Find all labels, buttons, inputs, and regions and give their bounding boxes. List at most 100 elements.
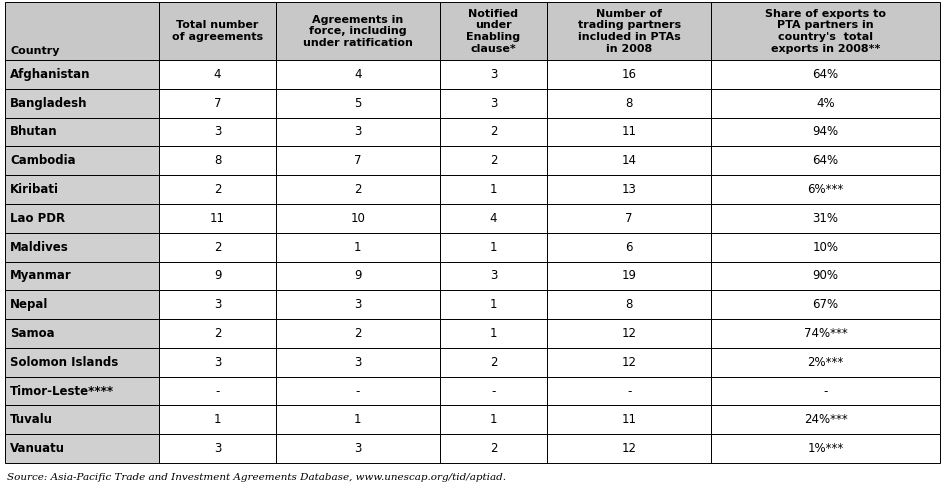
Text: 9: 9 — [214, 270, 221, 282]
Text: Vanuatu: Vanuatu — [10, 442, 65, 455]
Text: 1: 1 — [354, 241, 362, 254]
Bar — [5, 233, 159, 262]
Text: Solomon Islands: Solomon Islands — [10, 356, 119, 369]
Bar — [276, 60, 440, 89]
Text: Afghanistan: Afghanistan — [10, 68, 90, 81]
Text: 9: 9 — [354, 270, 362, 282]
Bar — [5, 262, 159, 290]
Bar — [440, 175, 547, 204]
Bar — [440, 377, 547, 406]
Text: 1: 1 — [214, 414, 221, 426]
Bar — [547, 204, 711, 233]
Text: Notified
under
Enabling
clause*: Notified under Enabling clause* — [466, 9, 521, 53]
Bar — [5, 319, 159, 348]
Bar — [276, 175, 440, 204]
Bar — [711, 377, 940, 406]
Text: 10%: 10% — [813, 241, 838, 254]
Text: 8: 8 — [625, 97, 633, 110]
Bar — [159, 147, 276, 175]
Text: 2: 2 — [214, 327, 221, 340]
Bar — [440, 233, 547, 262]
Bar — [159, 89, 276, 118]
Bar — [5, 147, 159, 175]
Text: Share of exports to
PTA partners in
country's  total
exports in 2008**: Share of exports to PTA partners in coun… — [765, 9, 886, 53]
Bar — [547, 147, 711, 175]
Bar — [547, 175, 711, 204]
Text: 3: 3 — [354, 356, 362, 369]
Text: 1%***: 1%*** — [807, 442, 844, 455]
Text: Myanmar: Myanmar — [10, 270, 73, 282]
Bar — [440, 348, 547, 377]
Bar — [5, 118, 159, 147]
Bar — [547, 319, 711, 348]
Text: Agreements in
force, including
under ratification: Agreements in force, including under rat… — [303, 15, 413, 48]
Bar — [547, 2, 711, 60]
Text: 3: 3 — [490, 97, 497, 110]
Text: -: - — [627, 385, 631, 397]
Bar — [5, 377, 159, 406]
Bar — [159, 434, 276, 463]
Text: 2%***: 2%*** — [807, 356, 844, 369]
Bar — [711, 348, 940, 377]
Text: 1: 1 — [490, 327, 497, 340]
Bar — [5, 348, 159, 377]
Text: Total number
of agreements: Total number of agreements — [172, 21, 263, 42]
Bar — [159, 118, 276, 147]
Text: Bangladesh: Bangladesh — [10, 97, 88, 110]
Text: 1: 1 — [490, 183, 497, 196]
Text: 2: 2 — [490, 125, 497, 139]
Text: 6: 6 — [625, 241, 633, 254]
Bar — [159, 204, 276, 233]
Text: Cambodia: Cambodia — [10, 154, 76, 167]
Bar — [159, 2, 276, 60]
Text: 3: 3 — [214, 442, 221, 455]
Text: 4: 4 — [214, 68, 221, 81]
Text: 3: 3 — [354, 125, 362, 139]
Bar — [440, 406, 547, 434]
Bar — [159, 348, 276, 377]
Text: 6%***: 6%*** — [807, 183, 844, 196]
Text: 3: 3 — [354, 442, 362, 455]
Bar — [440, 319, 547, 348]
Bar — [159, 377, 276, 406]
Text: 4%: 4% — [816, 97, 835, 110]
Bar — [159, 262, 276, 290]
Text: 3: 3 — [214, 356, 221, 369]
Bar — [5, 204, 159, 233]
Text: 2: 2 — [354, 327, 362, 340]
Text: 12: 12 — [622, 356, 637, 369]
Bar — [276, 262, 440, 290]
Bar — [159, 233, 276, 262]
Text: 64%: 64% — [812, 68, 838, 81]
Text: 67%: 67% — [812, 298, 838, 311]
Bar — [276, 233, 440, 262]
Text: 16: 16 — [622, 68, 637, 81]
Text: Number of
trading partners
included in PTAs
in 2008: Number of trading partners included in P… — [577, 9, 681, 53]
Bar — [276, 204, 440, 233]
Text: 3: 3 — [214, 298, 221, 311]
Text: Nepal: Nepal — [10, 298, 49, 311]
Text: 14: 14 — [622, 154, 637, 167]
Bar — [276, 147, 440, 175]
Text: 7: 7 — [354, 154, 362, 167]
Bar — [159, 319, 276, 348]
Bar — [276, 377, 440, 406]
Bar — [547, 60, 711, 89]
Bar — [711, 290, 940, 319]
Bar — [5, 175, 159, 204]
Bar — [711, 204, 940, 233]
Bar — [711, 319, 940, 348]
Text: 2: 2 — [354, 183, 362, 196]
Text: 1: 1 — [490, 414, 497, 426]
Bar — [547, 233, 711, 262]
Bar — [711, 434, 940, 463]
Bar — [159, 290, 276, 319]
Bar — [711, 175, 940, 204]
Text: 10: 10 — [350, 212, 365, 225]
Bar — [547, 262, 711, 290]
Bar — [711, 2, 940, 60]
Text: -: - — [492, 385, 495, 397]
Text: 4: 4 — [354, 68, 362, 81]
Bar — [711, 262, 940, 290]
Text: Lao PDR: Lao PDR — [10, 212, 66, 225]
